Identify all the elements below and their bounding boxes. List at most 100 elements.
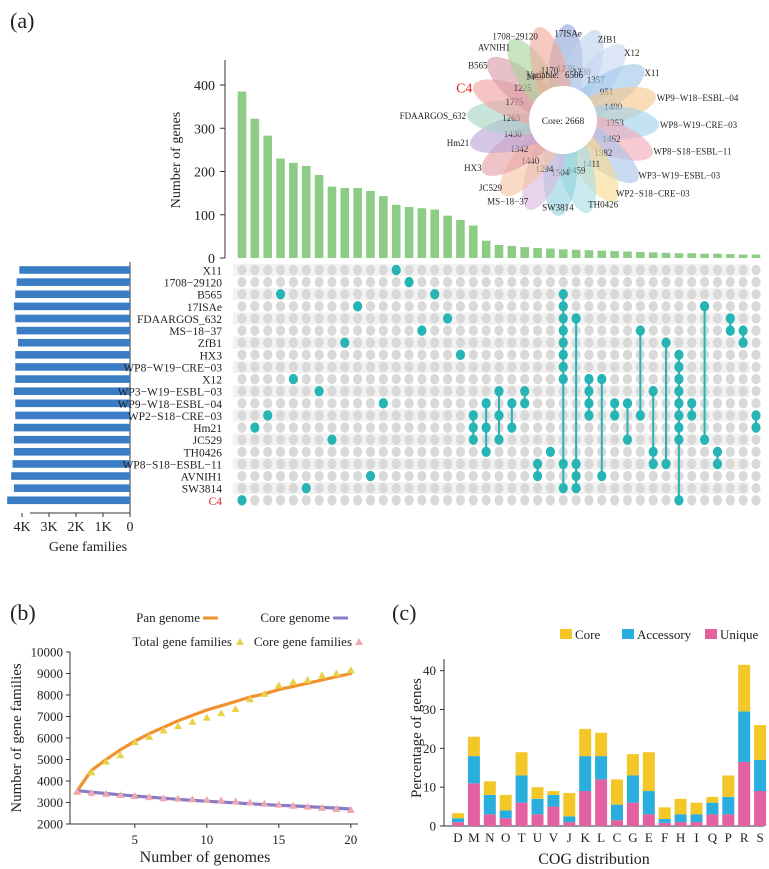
accessory-segment: [706, 802, 719, 815]
matrix-dot-empty: [275, 276, 286, 288]
matrix-dot-empty: [751, 482, 761, 494]
matrix-dot-empty: [532, 301, 543, 312]
matrix-dot-empty: [340, 313, 350, 324]
intersection-bar: [327, 186, 337, 258]
matrix-dot-filled: [648, 458, 658, 470]
matrix-dot-empty: [738, 386, 748, 397]
matrix-dot-empty: [430, 264, 440, 276]
set-label: X11: [203, 266, 223, 278]
matrix-dot-empty: [301, 373, 311, 385]
intersection-bar: [687, 253, 697, 258]
matrix-dot-empty: [507, 349, 517, 361]
matrix-dot-empty: [507, 482, 517, 494]
matrix-dot-empty: [584, 349, 594, 361]
matrix-dot-filled: [700, 434, 710, 445]
matrix-dot-empty: [738, 410, 748, 421]
set-label: TH0426: [184, 447, 223, 459]
matrix-dot-empty: [404, 482, 414, 494]
y-tick-label: 300: [194, 122, 215, 137]
unique-segment: [722, 814, 735, 826]
matrix-dot-empty: [340, 301, 350, 312]
legend-corefam-label: Core gene families: [254, 634, 352, 649]
matrix-dot-filled: [700, 301, 710, 312]
intersection-bar: [443, 215, 452, 258]
matrix-dot-empty: [725, 301, 735, 312]
matrix-dot-empty: [365, 446, 376, 457]
matrix-dot-empty: [353, 337, 363, 348]
matrix-dot-empty: [250, 373, 260, 385]
matrix-dot-empty: [250, 446, 260, 457]
matrix-dot-empty: [481, 264, 491, 276]
accessory-segment: [467, 756, 480, 784]
matrix-dot-empty: [751, 337, 761, 348]
total-gene-families-point: [246, 695, 254, 703]
matrix-dot-empty: [751, 301, 761, 312]
core-segment: [595, 732, 608, 757]
matrix-dot-empty: [378, 495, 388, 506]
petal-name: HX3: [464, 163, 482, 173]
matrix-dot-empty: [725, 386, 735, 397]
matrix-dot-empty: [610, 313, 620, 324]
matrix-dot-empty: [468, 470, 478, 482]
intersection-bar: [533, 248, 542, 258]
matrix-dot-empty: [712, 325, 723, 336]
petal-name: WP3−W19−ESBL−03: [638, 170, 720, 180]
core-gene-families-point: [332, 804, 341, 812]
core-segment: [452, 813, 464, 819]
set-size-bar: [15, 363, 130, 371]
matrix-dot-empty: [712, 301, 723, 312]
matrix-row-band: [233, 336, 750, 349]
matrix-dot-filled: [558, 289, 568, 300]
matrix-dot-empty: [494, 276, 504, 288]
total-gene-families-point: [289, 678, 298, 686]
matrix-dot-empty: [340, 373, 350, 385]
matrix-dot-filled: [275, 289, 286, 300]
matrix-dot-empty: [610, 276, 620, 288]
matrix-dot-empty: [404, 264, 414, 276]
matrix-dot-empty: [738, 373, 748, 385]
matrix-dot-empty: [275, 313, 286, 324]
matrix-dot-empty: [275, 349, 286, 361]
matrix-dot-empty: [751, 325, 761, 336]
matrix-dot-filled: [327, 434, 337, 445]
total-gene-families-point: [116, 751, 125, 759]
matrix-dot-empty: [275, 337, 286, 348]
matrix-dot-empty: [275, 301, 286, 312]
intersection-bar: [584, 250, 594, 258]
matrix-dot-filled: [237, 495, 247, 506]
matrix-dot-empty: [237, 361, 247, 373]
matrix-dot-empty: [288, 313, 298, 324]
matrix-dot-empty: [558, 264, 568, 276]
matrix-dot-empty: [430, 386, 440, 397]
matrix-dot-filled: [404, 276, 414, 288]
panel-b: (b) 2000 3000 4000 5000 6000 7000 8000 9000 1000…: [9, 600, 363, 866]
matrix-dot-empty: [378, 410, 388, 421]
core-gene-families-point: [318, 803, 326, 811]
matrix-dot-empty: [751, 276, 761, 288]
matrix-dot-empty: [275, 373, 286, 385]
core-gene-families-point: [202, 795, 211, 803]
matrix-dot-empty: [622, 349, 633, 361]
matrix-dot-empty: [622, 495, 633, 506]
matrix-dot-empty: [532, 482, 543, 494]
matrix-dot-empty: [712, 386, 723, 397]
matrix-dot-empty: [738, 434, 748, 445]
matrix-dot-empty: [417, 276, 427, 288]
matrix-dot-empty: [263, 276, 273, 288]
matrix-dot-empty: [353, 289, 363, 300]
matrix-dot-empty: [443, 301, 453, 312]
set-size-bar: [15, 351, 130, 359]
matrix-dot-empty: [391, 373, 401, 385]
core-gene-families-point: [102, 789, 110, 797]
accessory-segment: [499, 810, 512, 819]
matrix-dot-empty: [378, 289, 388, 300]
matrix-dot-empty: [340, 446, 350, 457]
matrix-dot-empty: [353, 398, 363, 409]
total-gene-families-point: [188, 717, 197, 725]
matrix-dot-empty: [417, 482, 427, 494]
matrix-dot-filled: [558, 337, 568, 348]
matrix-dot-empty: [327, 276, 337, 288]
matrix-dot-empty: [263, 470, 273, 482]
y-axis-title: Number of genes: [169, 112, 184, 208]
